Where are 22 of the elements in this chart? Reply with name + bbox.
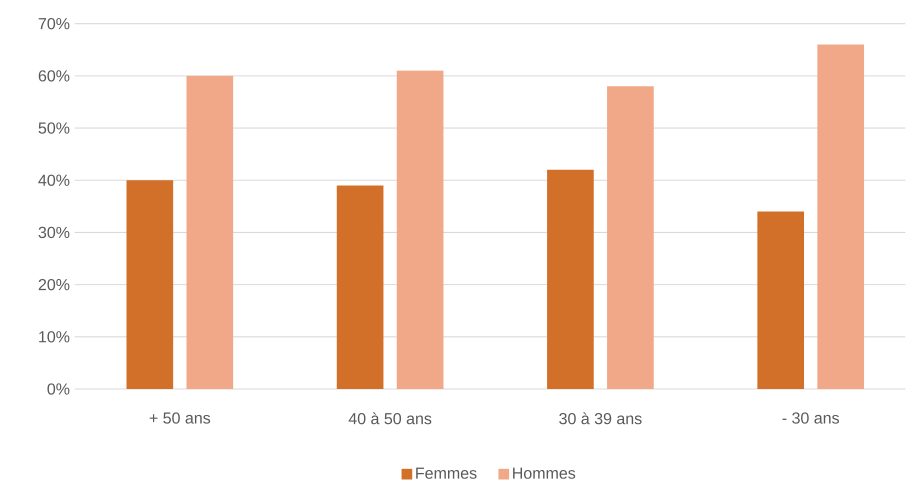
- y-tick-label: 30%: [38, 226, 70, 238]
- legend-label: Femmes: [416, 468, 477, 479]
- bar: [126, 180, 174, 389]
- y-tick-label: 0%: [47, 383, 70, 395]
- x-tick-label: + 50 ans: [150, 412, 210, 424]
- bar: [186, 76, 234, 389]
- bar: [817, 44, 864, 389]
- bar: [336, 185, 384, 389]
- x-tick-label: 30 à 39 ans: [559, 412, 642, 424]
- y-tick-label: 60%: [38, 70, 70, 82]
- y-tick-label: 50%: [38, 122, 70, 134]
- y-tick-label: 20%: [38, 278, 70, 290]
- y-tick-label: 70%: [38, 18, 70, 30]
- bar: [607, 86, 654, 389]
- x-tick-label: 40 à 50 ans: [348, 412, 432, 424]
- legend-label: Hommes: [513, 468, 576, 479]
- bar: [547, 170, 594, 389]
- y-tick-label: 10%: [39, 331, 70, 342]
- y-tick-label: 40%: [38, 174, 70, 186]
- bar: [396, 70, 444, 389]
- bar: [757, 212, 804, 389]
- x-tick-label: - 30 ans: [782, 412, 840, 424]
